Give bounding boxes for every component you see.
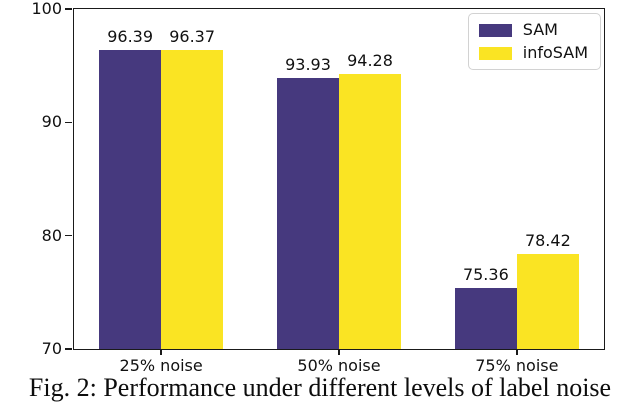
x-axis-tick-mark — [160, 349, 162, 355]
bar-sam-75noise — [454, 288, 517, 349]
y-axis-tick-label: 80 — [41, 225, 62, 245]
y-axis-tick-mark — [65, 121, 73, 124]
bar-infosam-75noise — [516, 253, 579, 349]
x-axis-tick-label: 25% noise — [119, 356, 203, 375]
legend-swatch-icon — [478, 23, 512, 37]
y-axis-tick-label: 100 — [31, 0, 62, 18]
x-axis-tick-mark — [516, 349, 518, 355]
x-axis-tick-mark — [338, 349, 340, 355]
y-axis-tick-mark — [65, 348, 73, 350]
bar-sam-25noise — [99, 49, 162, 349]
legend-label: SAM — [522, 20, 558, 39]
y-axis-tick-mark — [65, 234, 73, 237]
y-axis-tick-label: 70 — [41, 339, 62, 358]
x-axis-tick-label: 75% noise — [475, 356, 559, 375]
bar-value-label: 75.36 — [462, 265, 509, 285]
legend-swatch-icon — [478, 46, 512, 60]
y-axis-tick-label: 90 — [41, 112, 62, 132]
legend: SAM infoSAM — [467, 13, 601, 70]
legend-label: infoSAM — [522, 43, 588, 62]
plot-area: 70 80 90 100 25% noise 96.39 96.37 50% noise 93.… — [31, 1, 605, 374]
bar-value-label: 93.93 — [285, 54, 331, 74]
legend-row-sam: SAM — [478, 20, 588, 39]
bar-value-label: 94.28 — [347, 50, 393, 70]
legend-row-infosam: infoSAM — [478, 43, 588, 62]
bar-value-label: 78.42 — [524, 230, 571, 250]
y-axis-tick-mark — [65, 8, 73, 10]
bar-value-label: 96.37 — [169, 27, 216, 47]
x-axis-tick-label: 50% noise — [297, 356, 381, 375]
bar-infosam-50noise — [339, 73, 401, 349]
figure-caption: Fig. 2: Performance under different leve… — [28, 373, 612, 402]
bar-sam-50noise — [277, 77, 339, 349]
bar-infosam-25noise — [161, 50, 224, 349]
bar-value-label: 96.39 — [107, 26, 154, 46]
